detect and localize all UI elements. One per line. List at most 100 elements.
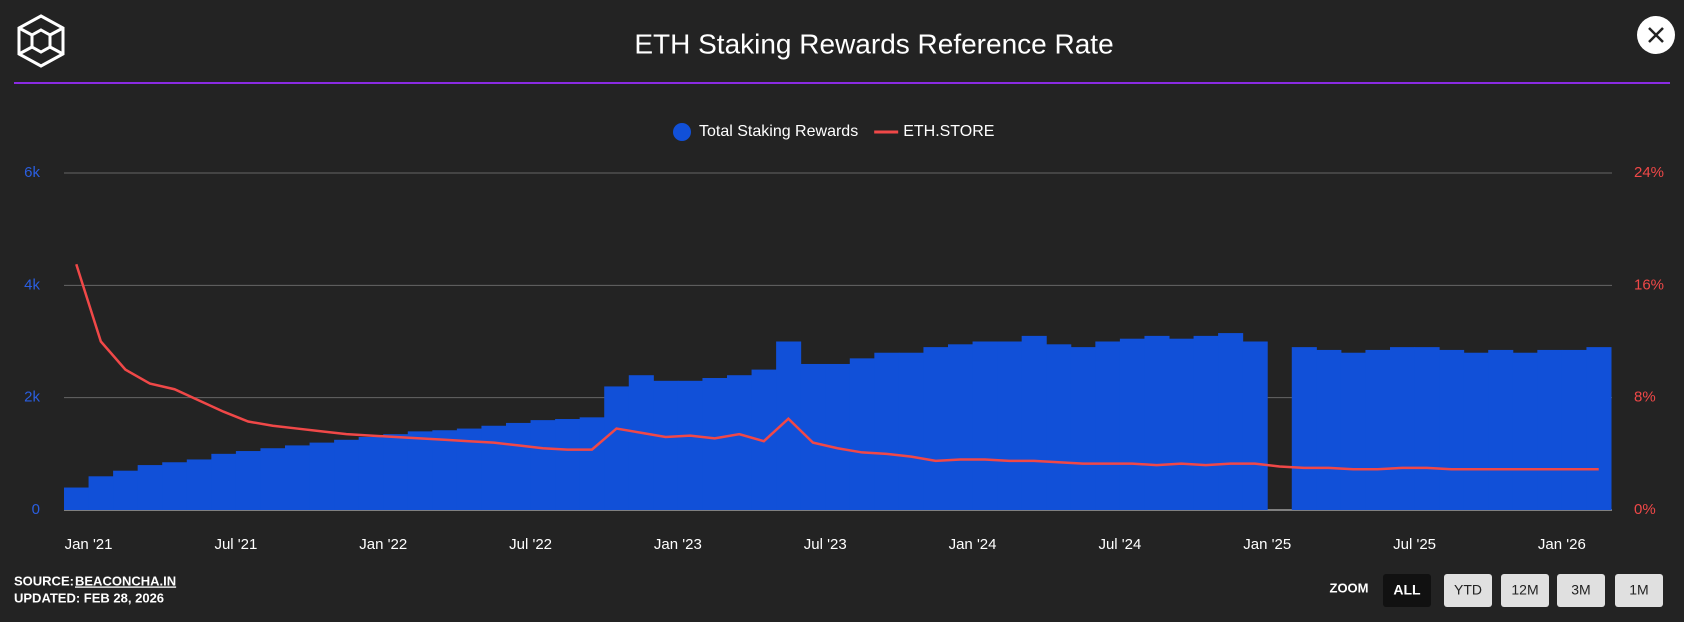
zoom-button-label[interactable]: 1M <box>1629 582 1648 598</box>
bar <box>997 341 1023 510</box>
bar <box>874 352 900 510</box>
bar <box>113 470 139 510</box>
bar <box>1537 349 1563 510</box>
y2-tick-label: 0% <box>1634 501 1656 518</box>
updated: UPDATED: FEB 28, 2026 <box>14 590 164 605</box>
bar <box>1390 347 1416 510</box>
bar <box>653 380 679 510</box>
zoom-button[interactable]: 3M <box>1557 574 1605 607</box>
bar <box>1046 344 1072 510</box>
x-tick-label: Jul '23 <box>804 536 847 553</box>
x-tick-label: Jul '21 <box>214 536 257 553</box>
bar <box>579 417 605 510</box>
zoom-button-bg <box>1444 574 1492 607</box>
x-tick-label: Jan '25 <box>1243 536 1291 553</box>
bar <box>1144 335 1170 510</box>
x-tick-label: Jul '22 <box>509 536 552 553</box>
logo <box>17 14 65 68</box>
bar <box>1218 333 1244 510</box>
x-tick-label: Jul '24 <box>1098 536 1141 553</box>
bar <box>1365 349 1391 510</box>
bar <box>358 436 384 510</box>
bar <box>407 431 433 510</box>
bar <box>1512 352 1538 510</box>
bar <box>162 462 188 510</box>
bar <box>898 352 924 510</box>
bar <box>1340 352 1366 510</box>
close-button[interactable] <box>1637 16 1675 54</box>
bar <box>432 430 458 510</box>
legend-marker <box>673 123 691 141</box>
bar <box>628 375 654 510</box>
legend-label[interactable]: ETH.STORE <box>903 123 994 140</box>
bar <box>825 363 851 510</box>
zoom-button-label[interactable]: 3M <box>1571 582 1590 598</box>
bar <box>677 380 703 510</box>
x-tick-label: Jan '26 <box>1538 536 1586 553</box>
bar <box>1119 338 1145 510</box>
bar <box>555 419 581 510</box>
plot: 0 2k 4k 6k 0% 8% 16% 24% Jan '21 Jul '21 Jan '22 Ju… <box>24 123 1664 553</box>
bar <box>923 347 949 510</box>
zoom-button-label[interactable]: YTD <box>1454 582 1482 598</box>
x-tick-label: Jan '24 <box>949 536 997 553</box>
bar <box>383 434 409 510</box>
zoom-button[interactable]: ALL <box>1383 574 1431 607</box>
bar <box>849 358 875 510</box>
zoom-label: ZOOM <box>1330 580 1369 595</box>
y2-tick-label: 16% <box>1634 276 1664 293</box>
x-tick-label: Jan '21 <box>65 536 113 553</box>
bar <box>1242 341 1268 510</box>
bar <box>1316 349 1342 510</box>
bar <box>1193 335 1219 510</box>
bar <box>506 422 532 510</box>
legend-label[interactable]: Total Staking Rewards <box>699 123 858 140</box>
bar <box>530 420 556 510</box>
bar <box>702 378 728 510</box>
y-tick-label: 6k <box>24 164 40 181</box>
x-tick-label: Jan '22 <box>359 536 407 553</box>
bar <box>334 439 360 510</box>
bar <box>1414 347 1440 510</box>
zoom-button-bg <box>1557 574 1605 607</box>
y-tick-label: 2k <box>24 389 40 406</box>
zoom-button-label[interactable]: ALL <box>1393 582 1421 598</box>
bar <box>1463 352 1489 510</box>
y-tick-label: 4k <box>24 276 40 293</box>
zoom-button-bg <box>1615 574 1663 607</box>
zoom-button-bg <box>1383 574 1431 607</box>
bar <box>260 448 286 510</box>
bar <box>1095 341 1121 510</box>
line <box>75 263 1599 471</box>
bar <box>1586 347 1612 510</box>
y2-tick-label: 24% <box>1634 164 1664 181</box>
bar <box>285 445 311 510</box>
bar <box>1488 349 1514 510</box>
x-tick-label: Jul '25 <box>1393 536 1436 553</box>
bar <box>604 386 630 510</box>
bar <box>1291 347 1317 510</box>
bar <box>186 459 212 510</box>
zoom-button[interactable]: YTD <box>1444 574 1492 607</box>
bar <box>800 363 826 510</box>
source-label: SOURCE: <box>14 573 74 588</box>
bar <box>211 453 237 510</box>
bar <box>481 425 507 510</box>
chart-title: ETH Staking Rewards Reference Rate <box>634 28 1113 59</box>
bar <box>137 465 163 510</box>
bar <box>948 344 974 510</box>
bar <box>1439 349 1465 510</box>
bar <box>1561 349 1587 510</box>
y2-tick-label: 8% <box>1634 389 1656 406</box>
bar <box>88 476 114 510</box>
zoom-button[interactable]: 1M <box>1615 574 1663 607</box>
zoom-button[interactable]: 12M <box>1501 574 1549 607</box>
zoom-button-label[interactable]: 12M <box>1511 582 1538 598</box>
zoom-button-bg <box>1501 574 1549 607</box>
bar <box>972 341 998 510</box>
bar <box>235 451 261 510</box>
bar <box>309 442 335 510</box>
source-link[interactable]: BEACONCHA.IN <box>75 573 176 588</box>
x-tick-label: Jan '23 <box>654 536 702 553</box>
